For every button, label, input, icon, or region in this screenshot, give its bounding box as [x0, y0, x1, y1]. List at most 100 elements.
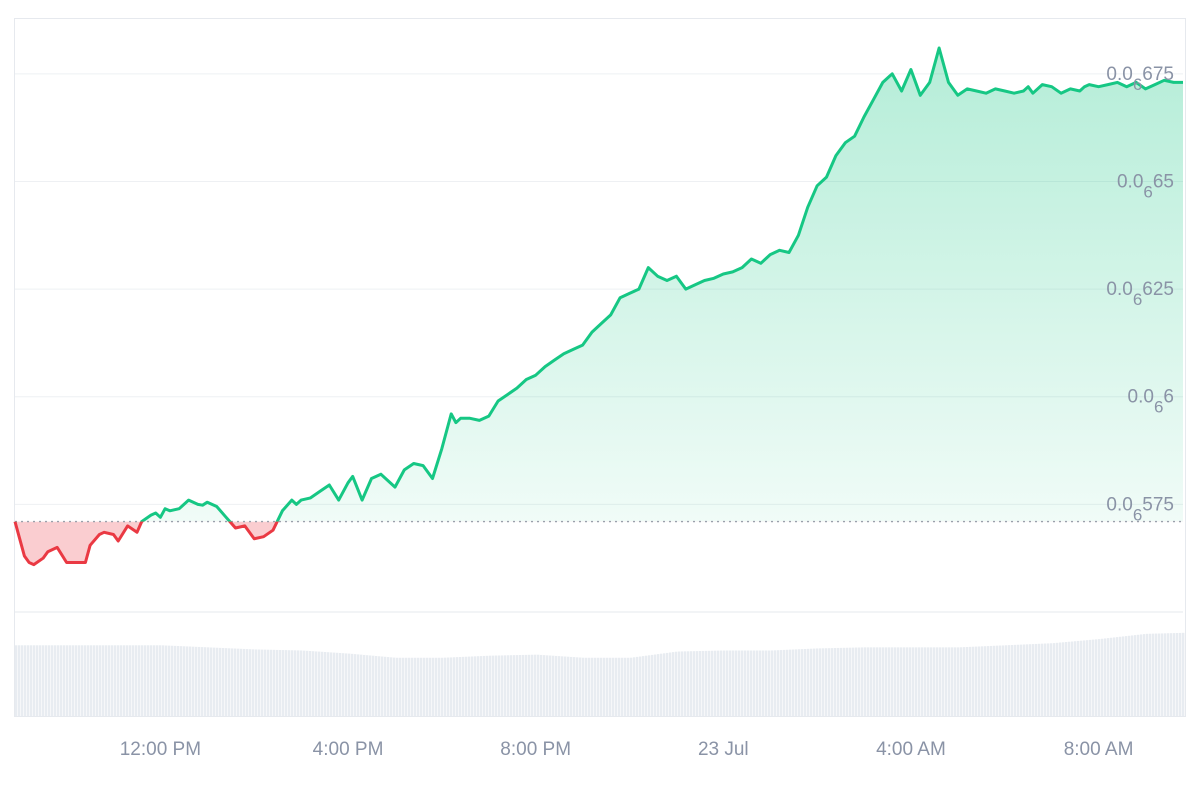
volume-bar: [252, 649, 255, 716]
volume-bar: [717, 650, 720, 716]
volume-bar: [870, 647, 873, 716]
volume-bar: [297, 650, 300, 716]
volume-bar: [24, 645, 27, 716]
volume-bar: [195, 646, 198, 716]
volume-bar: [201, 647, 204, 716]
volume-bar: [1020, 644, 1023, 716]
volume-bar: [81, 645, 84, 716]
volume-bar: [540, 654, 543, 716]
volume-bar: [165, 645, 168, 716]
volume-bar: [1143, 634, 1146, 716]
volume-bar: [978, 646, 981, 716]
volume-bar: [45, 645, 48, 716]
volume-bar: [150, 645, 153, 716]
volume-bar: [582, 657, 585, 716]
volume-bar: [492, 655, 495, 716]
volume-bar: [897, 647, 900, 716]
volume-bar: [990, 645, 993, 716]
volume-bar: [324, 652, 327, 716]
volume-bar: [1044, 643, 1047, 716]
volume-bar: [51, 645, 54, 716]
volume-bar: [957, 647, 960, 716]
volume-bar: [60, 645, 63, 716]
volume-bar: [246, 649, 249, 716]
volume-bar: [144, 645, 147, 716]
volume-bar: [189, 646, 192, 716]
volume-bar: [1089, 639, 1092, 716]
volume-bar: [903, 647, 906, 716]
volume-bar: [822, 648, 825, 716]
volume-bar: [1107, 638, 1110, 716]
volume-bar: [54, 645, 57, 716]
volume-bar: [1092, 639, 1095, 716]
volume-bar: [834, 648, 837, 716]
volume-bar: [570, 656, 573, 716]
volume-bar: [510, 655, 513, 716]
volume-bar: [93, 645, 96, 716]
volume-bar: [741, 650, 744, 716]
volume-bar: [534, 654, 537, 716]
volume-bar: [810, 648, 813, 716]
volume-bar: [795, 649, 798, 716]
volume-bar: [747, 650, 750, 716]
volume-bar: [75, 645, 78, 716]
volume-bar: [1173, 633, 1176, 716]
volume-bar: [108, 645, 111, 716]
volume-bar: [282, 650, 285, 716]
volume-bar: [138, 645, 141, 716]
volume-bar: [669, 652, 672, 716]
volume-bar: [762, 650, 765, 716]
volume-bar: [159, 645, 162, 716]
volume-bar: [1122, 636, 1125, 716]
volume-bar: [630, 657, 633, 716]
volume-bar: [288, 650, 291, 716]
volume-bar: [426, 657, 429, 716]
volume-bar: [555, 655, 558, 716]
volume-bar: [663, 653, 666, 716]
volume-bar: [1110, 637, 1113, 716]
volume-bar: [1002, 645, 1005, 716]
volume-bar: [915, 647, 918, 716]
volume-bar: [294, 650, 297, 716]
volume-bar: [162, 645, 165, 716]
volume-bar: [786, 649, 789, 716]
volume-bar: [759, 650, 762, 716]
volume-bar: [690, 651, 693, 716]
volume-bar: [498, 655, 501, 716]
volume-bar: [567, 656, 570, 716]
volume-bar: [1011, 645, 1014, 716]
volume-bar: [468, 656, 471, 716]
volume-bar: [120, 645, 123, 716]
volume-bar: [267, 649, 270, 716]
volume-bar: [678, 651, 681, 716]
volume-bar: [921, 647, 924, 716]
volume-bar: [621, 657, 624, 716]
volume-bar: [345, 653, 348, 716]
volume-bar: [285, 650, 288, 716]
volume-bar: [1050, 643, 1053, 716]
volume-bar: [258, 649, 261, 716]
volume-bar: [33, 645, 36, 716]
volume-bar: [1179, 632, 1182, 716]
volume-bar: [432, 657, 435, 716]
volume-bar: [792, 649, 795, 716]
volume-bar: [936, 647, 939, 716]
volume-bar: [375, 655, 378, 716]
volume-bar: [219, 647, 222, 716]
volume-bars: [15, 632, 1185, 716]
volume-bar: [1158, 633, 1161, 716]
volume-bar: [465, 656, 468, 716]
volume-bar: [1071, 641, 1074, 716]
volume-bar: [354, 654, 357, 716]
volume-bar: [642, 656, 645, 716]
volume-bar: [1149, 633, 1152, 716]
volume-bar: [435, 657, 438, 716]
volume-bar: [408, 657, 411, 716]
volume-bar: [399, 657, 402, 716]
volume-bar: [657, 654, 660, 716]
volume-bar: [639, 656, 642, 716]
volume-bar: [255, 649, 258, 716]
volume-bar: [87, 645, 90, 716]
volume-bar: [72, 645, 75, 716]
